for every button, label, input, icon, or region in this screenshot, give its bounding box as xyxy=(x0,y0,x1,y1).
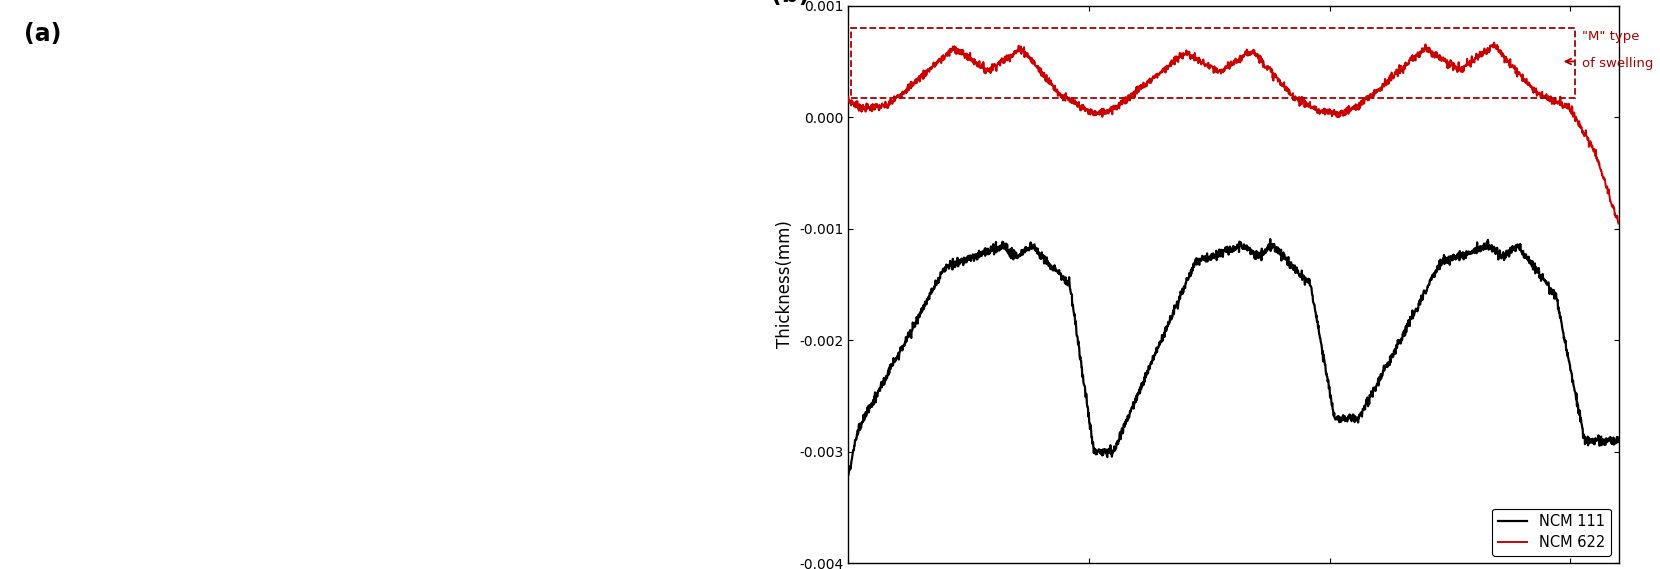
NCM 111 xyxy=(1609,434,1628,441)
NCM 111 xyxy=(1446,253,1466,260)
NCM 622 xyxy=(1213,67,1233,73)
Legend: NCM 111, NCM 622: NCM 111, NCM 622 xyxy=(1492,509,1612,556)
Text: (a): (a) xyxy=(25,22,61,47)
Y-axis label: Thickness(mm): Thickness(mm) xyxy=(775,221,793,348)
NCM 111 xyxy=(878,371,898,378)
NCM 622 xyxy=(1192,60,1212,67)
NCM 622 xyxy=(838,94,858,101)
Bar xyxy=(852,28,1575,98)
NCM 622 xyxy=(878,101,898,108)
NCM 111 xyxy=(1260,236,1280,242)
Text: "M" type: "M" type xyxy=(1582,30,1640,43)
NCM 622 xyxy=(1587,154,1607,160)
NCM 622 xyxy=(1484,39,1504,46)
Line: NCM 111: NCM 111 xyxy=(848,239,1618,475)
NCM 111 xyxy=(1213,253,1233,260)
NCM 622 xyxy=(1444,62,1464,69)
NCM 622 xyxy=(1609,220,1628,227)
Text: of swelling: of swelling xyxy=(1582,57,1653,70)
NCM 622 xyxy=(1587,155,1607,162)
NCM 111 xyxy=(1587,435,1607,442)
Text: (b): (b) xyxy=(772,0,810,7)
NCM 111 xyxy=(1192,253,1212,259)
NCM 111 xyxy=(1587,437,1607,444)
NCM 111 xyxy=(838,471,858,478)
Line: NCM 622: NCM 622 xyxy=(848,43,1618,224)
